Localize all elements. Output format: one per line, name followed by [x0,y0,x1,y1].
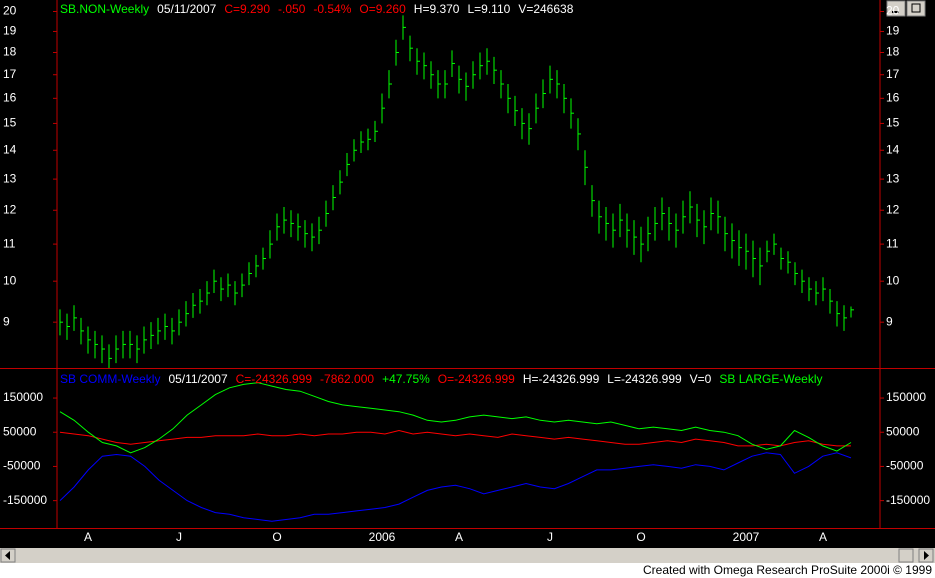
y-tick-label-right: 14 [886,142,900,156]
header-field: 05/11/2007 [157,2,216,16]
y-tick-label-right: 10 [886,273,900,287]
header-field: V=0 [690,372,712,386]
y-tick-label-right: 16 [886,90,900,104]
y-tick-label-right: 50000 [886,424,920,438]
header-field: -0.54% [313,2,351,16]
y-tick-label-right: 17 [886,67,900,81]
header-field: 05/11/2007 [168,372,227,386]
y-tick-label-right: 150000 [886,390,926,404]
scroll-left-icon [5,551,10,560]
y-tick-label-left: 150000 [3,390,43,404]
header-field: -.050 [278,2,306,16]
window-buttons [886,0,926,17]
header-field: O=9.260 [359,2,406,16]
y-tick-label-right: -50000 [886,459,924,473]
y-tick-label-left: 50000 [3,424,37,438]
y-tick-label-left: 20 [3,4,17,18]
header-field: SB.NON-Weekly [60,2,149,16]
scroll-right-icon [924,551,929,560]
header-field: L=-24326.999 [607,372,682,386]
y-tick-label-right: 20 [886,4,900,18]
x-tick-label: A [455,530,463,544]
chart-background [0,0,935,548]
axes-frame [0,0,935,529]
x-tick-label: 2006 [369,530,396,544]
header-field: H=-24326.999 [523,372,600,386]
legend-entry: SB LARGE-Weekly [719,372,822,386]
x-tick-label: O [272,530,281,544]
y-tick-label-right: 11 [886,236,899,250]
x-tick-label: J [176,530,182,544]
x-tick-label: A [84,530,92,544]
series-line [59,429,851,447]
minimize-button[interactable] [886,0,906,17]
y-tick-label-left: 19 [3,24,17,38]
y-tick-label-left: 17 [3,67,17,81]
y-tick-label-left: 18 [3,45,17,59]
y-tick-label-right: 19 [886,24,900,38]
header-field: +47.75% [382,372,430,386]
y-tick-label-right: -150000 [886,493,930,507]
header-field: H=9.370 [414,2,460,16]
header-field: C=-24326.999 [236,372,313,386]
y-tick-label-left: 12 [3,202,17,216]
y-tick-label-left: 14 [3,142,17,156]
header-field: C=9.290 [224,2,270,16]
header-field: O=-24326.999 [438,372,515,386]
series-line [59,382,852,454]
y-tick-label-right: 18 [886,45,900,59]
y-tick-label-left: 15 [3,116,17,130]
header-field: V=246638 [518,2,573,16]
scrollbar[interactable] [0,548,935,563]
scrollbar-track[interactable] [0,548,935,563]
y-tick-label-right: 15 [886,116,900,130]
x-tick-label: J [547,530,553,544]
y-tick-label-right: 12 [886,202,900,216]
y-tick-label-left: 11 [3,236,16,250]
legend-entry: SB COMM-Weekly [60,372,160,386]
header-field: L=9.110 [467,2,510,16]
y-tick-label-right: 13 [886,171,900,185]
maximize-button[interactable] [906,0,926,17]
x-tick-label: 2007 [733,530,760,544]
y-tick-label-left: 16 [3,90,17,104]
y-tick-label-left: 13 [3,171,17,185]
footer-credit: Created with Omega Research ProSuite 200… [643,563,932,577]
y-tick-label-left: 10 [3,273,17,287]
maximize-icon [911,3,921,13]
y-tick-label-left: -50000 [3,459,41,473]
scroll-thumb[interactable] [898,548,914,563]
series-line [59,452,852,522]
x-tick-label: O [636,530,645,544]
footer-bar [0,563,935,578]
header-field: -7862.000 [320,372,374,386]
y-tick-label-right: 9 [886,314,893,328]
x-tick-label: A [819,530,827,544]
y-tick-label-left: 9 [3,314,10,328]
y-tick-label-left: -150000 [3,493,47,507]
